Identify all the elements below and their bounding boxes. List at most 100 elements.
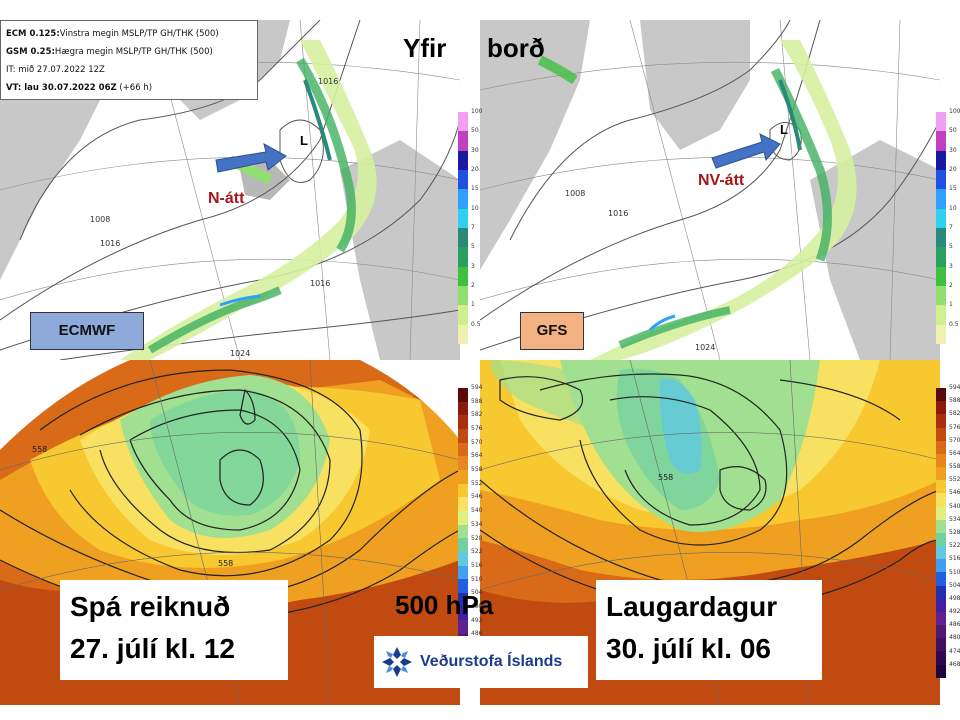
colorbar-segment <box>458 593 468 607</box>
colorbar-tick-label: 588 <box>949 397 960 405</box>
colorbar-tick-label: 534 <box>949 515 960 523</box>
colorbar-tick-label: 10 <box>471 204 479 212</box>
info-line1-bold: ECM 0.125: <box>6 29 60 39</box>
colorbar-tick-label: 594 <box>949 384 960 391</box>
colorbar-segment <box>936 493 946 507</box>
colorbar-tick-label: 528 <box>471 534 483 542</box>
colorbar-tick-label: 492 <box>471 616 483 624</box>
colorbar-segment <box>936 467 946 481</box>
precip-colorbar-right: 100 50 30 20 15 10 7 5 3 2 1 0.5 <box>936 109 960 344</box>
colorbar-tick-label: 15 <box>949 185 957 193</box>
colorbar-tick-label: 486 <box>471 630 483 638</box>
colorbar-tick-label: 468 <box>949 660 960 668</box>
colorbar-segment <box>936 611 946 626</box>
colorbar-tick-label: 7 <box>471 224 475 231</box>
run-time-box: Spá reiknuð 27. júlí kl. 12 <box>60 580 288 680</box>
colorbar-segment <box>936 305 946 325</box>
colorbar-tick-label: 486 <box>949 621 960 629</box>
precip-colorbar-left: 100 50 30 20 15 10 7 5 3 2 1 0.5 <box>458 108 483 344</box>
info-line2-bold: GSM 0.25: <box>6 47 55 57</box>
colorbar-tick-label: 516 <box>471 561 483 569</box>
colorbar-tick-label: 510 <box>949 568 960 576</box>
colorbar-tick-label: 522 <box>471 548 483 556</box>
colorbar-tick-label: 504 <box>471 589 483 597</box>
colorbar-tick-label: 2 <box>949 282 953 289</box>
colorbar-segment <box>936 189 946 209</box>
gfs-surface-map: 1008 1016 1024 <box>480 20 940 360</box>
info-line4-bold: VT: lau 30.07.2022 06Z <box>6 83 117 93</box>
colorbar-tick-label: 504 <box>949 581 960 589</box>
run-time-line2: 27. júlí kl. 12 <box>70 633 235 664</box>
colorbar-tick-label: 510 <box>471 575 483 583</box>
colorbar-segment <box>458 565 468 580</box>
ecmwf-label: ECMWF <box>30 312 144 350</box>
wind-direction-label-left: N-átt <box>208 190 245 207</box>
colorbar-tick-label: 576 <box>949 423 960 431</box>
colorbar-segment <box>936 112 946 132</box>
colorbar-tick-label: 588 <box>471 397 483 405</box>
colorbar-tick-label: 0.5 <box>471 320 481 328</box>
info-line2: Hægra megin MSLP/TP GH/THK (500) <box>54 47 213 57</box>
colorbar-segment <box>458 169 468 190</box>
height-colorbar-left: 594 588 582 576 570 564 558 552 546 540 534 528 522 5… <box>458 385 483 648</box>
colorbar-segment <box>936 572 946 586</box>
colorbar-tick-label: 570 <box>949 436 960 444</box>
colorbar-segment <box>936 401 946 415</box>
colorbar-tick-label: 100 <box>471 108 483 115</box>
colorbar-segment <box>458 497 468 512</box>
colorbar-tick-label: 1 <box>471 301 475 309</box>
colorbar-segment <box>936 285 946 306</box>
colorbar-segment <box>936 480 946 494</box>
colorbar-tick-label: 30 <box>949 146 957 154</box>
colorbar-segment <box>458 150 468 170</box>
colorbar-segment <box>458 552 468 566</box>
vedurstofa-snowflake-logo-icon <box>382 647 412 677</box>
colorbar-segment <box>936 598 946 612</box>
colorbar-tick-label: 5 <box>471 243 475 251</box>
colorbar-tick-label: 50 <box>471 127 479 135</box>
colorbar-tick-label: 30 <box>471 146 479 154</box>
wind-direction-label-right: NV-átt <box>698 172 745 189</box>
isobar-label: 1008 <box>90 215 110 224</box>
colorbar-tick-label: 20 <box>471 166 479 173</box>
colorbar-segment <box>458 415 468 430</box>
colorbar-segment <box>936 638 946 652</box>
colorbar-tick-label: 582 <box>471 411 483 419</box>
colorbar-tick-label: 498 <box>471 602 483 610</box>
colorbar-tick-label: 564 <box>471 452 483 460</box>
height-contour-label: 558 <box>658 473 673 482</box>
isobar-label: 1016 <box>100 239 120 248</box>
colorbar-segment <box>458 620 468 635</box>
colorbar-segment <box>936 208 946 228</box>
colorbar-tick-label: 552 <box>471 479 483 487</box>
height-contour-label: 558 <box>32 445 47 454</box>
isobar-label: 1008 <box>565 189 585 198</box>
isobar-label: 1016 <box>310 279 330 288</box>
colorbar-segment <box>458 524 468 539</box>
colorbar-segment <box>936 625 946 639</box>
logo-text: Veðurstofa Íslands <box>420 653 563 670</box>
colorbar-tick-label: 480 <box>949 634 960 642</box>
colorbar-tick-label: 528 <box>949 529 960 536</box>
colorbar-segment <box>458 538 468 553</box>
colorbar-segment <box>936 532 946 547</box>
colorbar-segment <box>458 247 468 267</box>
valid-time-line2: 30. júlí kl. 06 <box>606 633 771 664</box>
colorbar-tick-label: 564 <box>949 449 960 457</box>
colorbar-segment <box>936 131 946 151</box>
run-time-line1: Spá reiknuð <box>70 591 231 622</box>
vedurstofa-logo: Veðurstofa Íslands <box>374 636 588 688</box>
colorbar-tick-label: 1 <box>949 301 953 309</box>
colorbar-tick-label: 540 <box>949 502 960 510</box>
colorbar-segment <box>936 150 946 170</box>
colorbar-tick-label: 7 <box>949 224 953 231</box>
colorbar-tick-label: 534 <box>471 520 483 528</box>
colorbar-tick-label: 0.5 <box>949 320 959 328</box>
colorbar-segment <box>936 453 946 468</box>
colorbar-segment <box>936 546 946 560</box>
colorbar-segment <box>458 579 468 594</box>
colorbar-segment <box>458 227 468 248</box>
info-line1: Vinstra megin MSLP/TP GH/THK (500) <box>59 29 219 39</box>
colorbar-segment <box>458 442 468 457</box>
model-info-box: ECM 0.125:Vinstra megin MSLP/TP GH/THK (… <box>0 20 258 100</box>
